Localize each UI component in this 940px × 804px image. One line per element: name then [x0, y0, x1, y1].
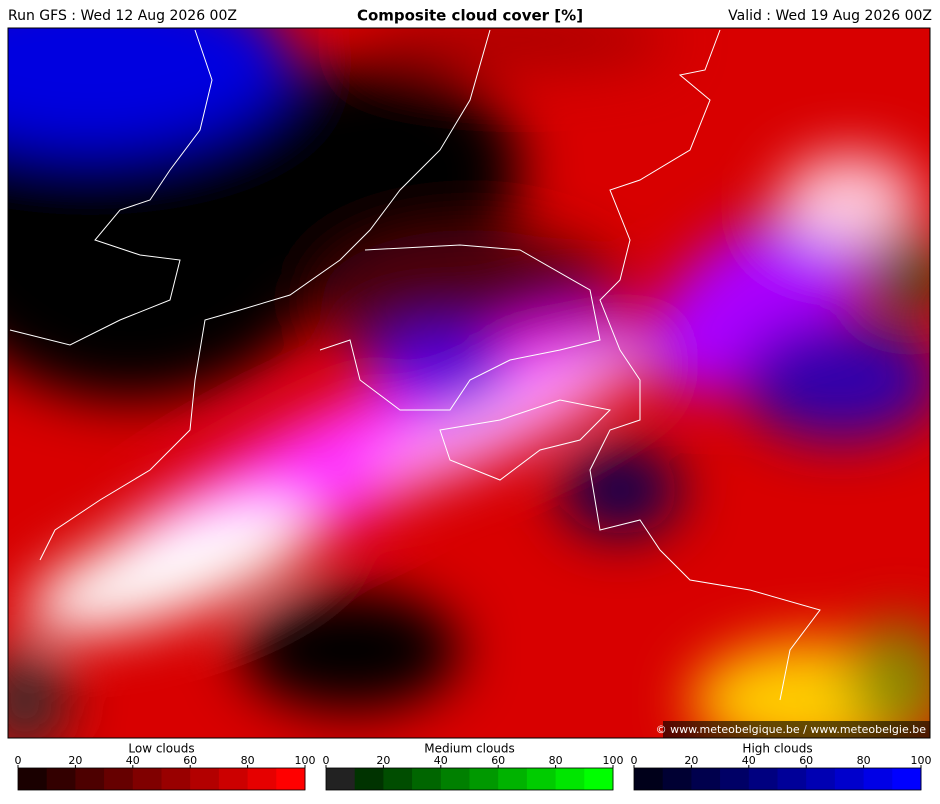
legend-swatch [720, 768, 750, 790]
legend-swatch [218, 768, 249, 790]
legend-tick-label: 20 [376, 754, 390, 767]
legend-swatch [75, 768, 105, 790]
legend-tick-label: 100 [603, 754, 624, 767]
legend-title: Medium clouds [424, 742, 515, 756]
legend-tick-label: 40 [126, 754, 140, 767]
legend-tick-label: 60 [491, 754, 505, 767]
legend-tick-label: 20 [68, 754, 82, 767]
legend-tick-label: 0 [323, 754, 330, 767]
legend-swatch [777, 768, 807, 790]
legend-swatch [276, 768, 306, 790]
legend-swatch [161, 768, 191, 790]
legend-tick-label: 80 [241, 754, 255, 767]
legend-frame [325, 767, 614, 791]
legend-swatch [892, 768, 922, 790]
legend-tick-label: 60 [799, 754, 813, 767]
legend-tick-label: 20 [684, 754, 698, 767]
legend-swatch [46, 768, 76, 790]
legend-swatch [498, 768, 528, 790]
legend-swatch [190, 768, 220, 790]
legend-swatch [326, 768, 356, 790]
legend-swatch [863, 768, 893, 790]
legend-swatch [440, 768, 470, 790]
legend-swatch [526, 768, 557, 790]
legend-frame [633, 767, 922, 791]
legend-tick-label: 0 [631, 754, 638, 767]
run-label: Run GFS : Wed 12 Aug 2026 00Z [8, 8, 237, 24]
legend-tick-label: 100 [295, 754, 316, 767]
legend-title: High clouds [742, 742, 812, 756]
legend-swatch [806, 768, 836, 790]
legend-swatch [834, 768, 865, 790]
legend-swatch [18, 768, 48, 790]
credit: © www.meteobelgique.be / www.meteobelgie… [656, 723, 927, 736]
legend-swatch [469, 768, 499, 790]
valid-label: Valid : Wed 19 Aug 2026 00Z [728, 8, 932, 24]
legend-swatch [691, 768, 721, 790]
legend-swatch [354, 768, 384, 790]
map: © www.meteobelgique.be / www.meteobelgie… [8, 28, 930, 738]
legend-swatch [634, 768, 664, 790]
legend-tick-label: 40 [434, 754, 448, 767]
legend-swatch [383, 768, 413, 790]
legend-tick-label: 0 [15, 754, 22, 767]
map-title: Composite cloud cover [%] [357, 7, 583, 25]
borders [9, 29, 821, 701]
legend-swatch [132, 768, 162, 790]
legend-tick-label: 60 [183, 754, 197, 767]
legend-tick-label: 100 [911, 754, 932, 767]
legend-swatch [748, 768, 778, 790]
legend-swatch [584, 768, 614, 790]
legend-swatch [247, 768, 277, 790]
legend-title: Low clouds [128, 742, 194, 756]
legend-frame [17, 767, 306, 791]
legend-swatch [662, 768, 692, 790]
legend-swatch [412, 768, 442, 790]
legend-tick-label: 80 [549, 754, 563, 767]
legend-tick-label: 40 [742, 754, 756, 767]
legend-tick-label: 80 [857, 754, 871, 767]
legend-swatch [555, 768, 585, 790]
legend-swatch [104, 768, 134, 790]
